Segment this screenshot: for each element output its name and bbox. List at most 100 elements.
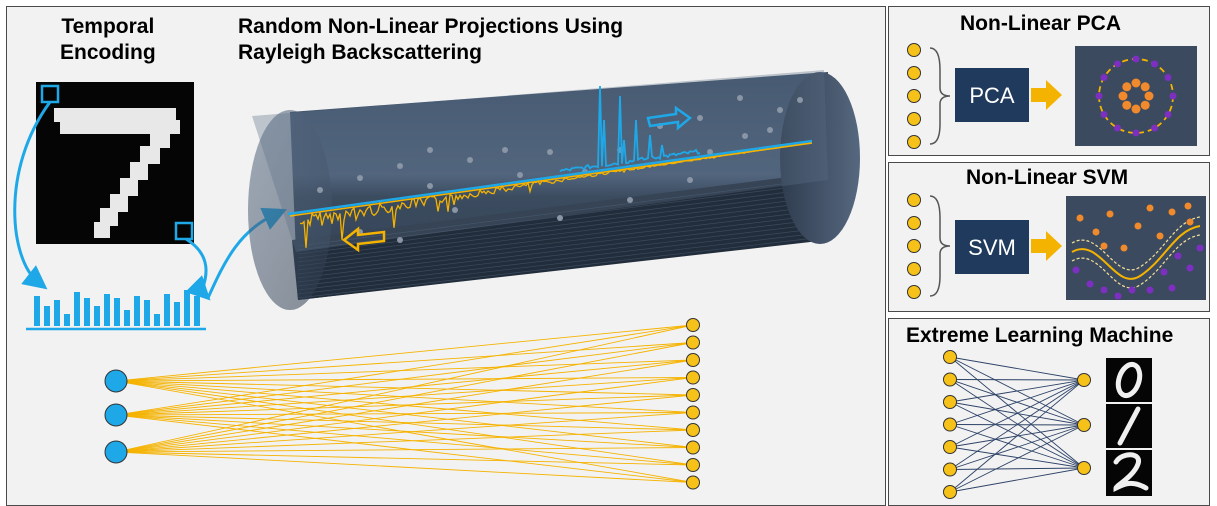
scatter-dot [517, 172, 523, 178]
elm-edge [949, 379, 1085, 448]
pixel-highlight-end [174, 221, 194, 241]
digit-stroke [140, 146, 160, 164]
bar [144, 300, 150, 326]
class-b-point [1114, 292, 1122, 300]
elm-edge [949, 379, 1085, 425]
encoding-arrow-right [185, 237, 211, 301]
projection-edge [115, 342, 694, 416]
input-node [907, 135, 921, 149]
projection-edge [115, 377, 694, 382]
class-a-point [1186, 218, 1194, 226]
digit-stroke [120, 178, 138, 196]
pca-plot [1075, 46, 1197, 146]
scatter-dot [502, 147, 508, 153]
projection-edge [115, 412, 694, 416]
neural-network-icon [943, 350, 1091, 499]
fiber-stripe [297, 182, 829, 251]
bar [134, 296, 140, 326]
encoding-title-line2: Encoding [60, 41, 156, 64]
backward-arrow-icon [341, 226, 386, 253]
encoding-title: Temporal Encoding [60, 14, 156, 66]
inner-point [1131, 78, 1141, 88]
projection-network [104, 318, 700, 490]
bar [84, 298, 90, 326]
class-a-point [1146, 204, 1154, 212]
input-node [907, 216, 921, 230]
elm-input-node [943, 440, 957, 454]
input-node [104, 440, 128, 464]
digit-stroke [54, 108, 174, 122]
elm-input-node [943, 417, 957, 432]
digit-stroke [60, 122, 170, 134]
bar [74, 292, 80, 326]
elm-digit-images [1106, 358, 1152, 496]
elm-input-node [943, 462, 957, 477]
input-node [907, 43, 921, 57]
class-b-point [1186, 264, 1194, 272]
class-a-point [1092, 228, 1100, 236]
projection-edge [115, 394, 694, 416]
scatter-dot [452, 207, 458, 213]
pca-arrow-icon [1031, 80, 1062, 110]
class-b-point [1100, 286, 1108, 294]
projection-edge [115, 451, 694, 483]
outer-point [1100, 111, 1108, 118]
elm-edge [949, 379, 1085, 493]
outer-point [1132, 129, 1140, 137]
scatter-dot [397, 237, 403, 243]
projection-edge [115, 447, 694, 453]
projection-edge [115, 380, 694, 431]
output-node [686, 335, 700, 350]
svm-brace [929, 195, 951, 297]
digit-stroke [150, 132, 170, 148]
elm-edge [949, 379, 1085, 403]
scatter-dot [557, 215, 563, 221]
elm-edge [949, 424, 1085, 470]
input-node [104, 369, 128, 393]
class-b-point [1168, 284, 1176, 292]
bar [154, 314, 160, 326]
projection-edge [115, 324, 694, 382]
svm-arrow-icon [1031, 231, 1062, 261]
elm-title: Extreme Learning Machine [906, 324, 1174, 347]
projection-edge [115, 324, 694, 453]
elm-edge [949, 379, 1085, 469]
elm-input-node [943, 485, 957, 499]
class-b-point [1174, 252, 1182, 260]
pca-box [955, 68, 1029, 122]
bar [104, 294, 110, 326]
projection-edge [115, 377, 694, 453]
projection-edge [115, 380, 694, 466]
input-node [907, 112, 921, 126]
class-b-point [1160, 268, 1168, 276]
pca-box-label: PCA [969, 83, 1015, 108]
projection-edge [115, 451, 694, 466]
elm-connections [949, 356, 1085, 493]
elm-edge [949, 401, 1085, 469]
inner-point [1144, 91, 1154, 101]
digit-stroke [150, 108, 176, 122]
encoding-title-line1: Temporal [61, 15, 155, 38]
fiber-stripe [297, 177, 829, 247]
scatter-dot [397, 163, 403, 169]
svm-title: Non-Linear SVM [966, 166, 1129, 189]
outer-point [1114, 124, 1121, 132]
digit-image [36, 82, 194, 244]
scatter-dot [797, 97, 803, 103]
scatter-dot [317, 187, 323, 193]
class-a-point [1106, 210, 1114, 218]
projection-edge [115, 429, 694, 453]
inner-point [1118, 91, 1128, 101]
scatter-dot [737, 95, 743, 101]
output-node [686, 318, 700, 332]
outer-point [1169, 92, 1177, 100]
svm-box [955, 220, 1029, 274]
fiber-stripe [297, 195, 829, 263]
output-node [686, 353, 700, 367]
svm-scatter-points [1072, 202, 1204, 300]
bar [34, 296, 40, 326]
projection-edge [115, 342, 694, 382]
fiber-stripe [297, 231, 829, 295]
scatter-dot [767, 127, 773, 133]
projection-edge [115, 380, 694, 483]
